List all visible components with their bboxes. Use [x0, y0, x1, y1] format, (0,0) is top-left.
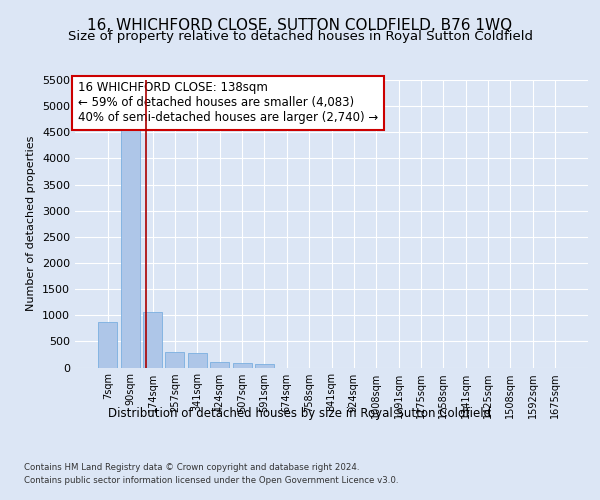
Text: Contains HM Land Registry data © Crown copyright and database right 2024.: Contains HM Land Registry data © Crown c… — [24, 462, 359, 471]
Bar — [121, 129, 140, 368]
Bar — [210, 362, 229, 368]
Text: Distribution of detached houses by size in Royal Sutton Coldfield: Distribution of detached houses by size … — [109, 408, 491, 420]
Text: 16 WHICHFORD CLOSE: 138sqm
← 59% of detached houses are smaller (4,083)
40% of s: 16 WHICHFORD CLOSE: 138sqm ← 59% of deta… — [77, 82, 378, 124]
Bar — [233, 362, 251, 368]
Text: Size of property relative to detached houses in Royal Sutton Coldfield: Size of property relative to detached ho… — [67, 30, 533, 43]
Text: Contains public sector information licensed under the Open Government Licence v3: Contains public sector information licen… — [24, 476, 398, 485]
Bar — [98, 322, 118, 368]
Bar — [188, 353, 207, 368]
Bar — [255, 364, 274, 368]
Y-axis label: Number of detached properties: Number of detached properties — [26, 136, 37, 312]
Text: 16, WHICHFORD CLOSE, SUTTON COLDFIELD, B76 1WQ: 16, WHICHFORD CLOSE, SUTTON COLDFIELD, B… — [88, 18, 512, 32]
Bar — [143, 312, 162, 368]
Bar — [166, 352, 184, 368]
